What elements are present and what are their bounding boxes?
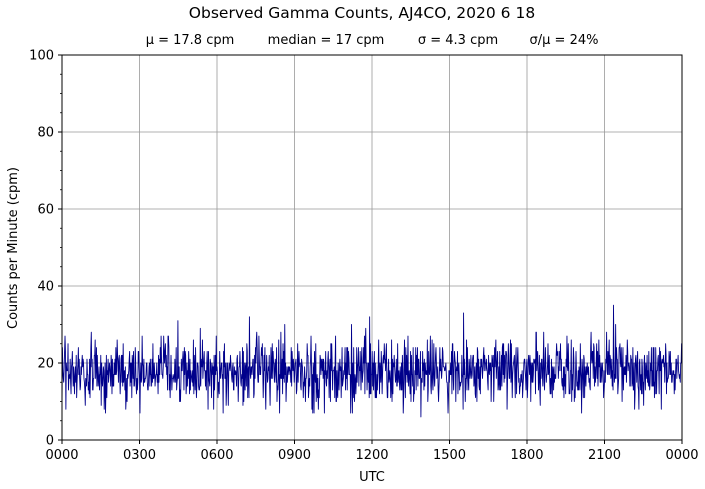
subtitle-ratio: σ/μ = 24%	[530, 33, 599, 48]
chart-title: Observed Gamma Counts, AJ4CO, 2020 6 18	[189, 4, 535, 22]
y-tick-label: 80	[37, 126, 54, 141]
subtitle-mean: μ = 17.8 cpm	[146, 33, 235, 48]
x-tick-label: 1800	[510, 448, 543, 463]
series-layer	[61, 304, 683, 418]
subtitle-median: median = 17 cpm	[268, 33, 385, 48]
y-axis-label: Counts per Minute (cpm)	[6, 167, 21, 329]
axis-ticks: 0000 0300 0600 0900 1200 1500 1800 2100 00000204…	[29, 49, 698, 464]
subtitle-sigma: σ = 4.3 cpm	[418, 33, 498, 48]
y-tick-label: 20	[37, 357, 54, 372]
x-tick-label: 1500	[433, 448, 466, 463]
x-tick-label: 0600	[200, 448, 233, 463]
series-line	[61, 304, 683, 418]
x-tick-label: 1200	[355, 448, 388, 463]
x-tick-label: 0000	[45, 448, 78, 463]
y-tick-label: 0	[46, 434, 54, 449]
x-tick-label: 0000	[665, 448, 698, 463]
y-tick-label: 60	[37, 203, 54, 218]
x-tick-label: 0900	[278, 448, 311, 463]
y-tick-label: 40	[37, 280, 54, 295]
x-tick-label: 2100	[588, 448, 621, 463]
y-tick-label: 100	[29, 49, 54, 64]
x-tick-label: 0300	[123, 448, 156, 463]
x-axis-label: UTC	[359, 470, 385, 485]
